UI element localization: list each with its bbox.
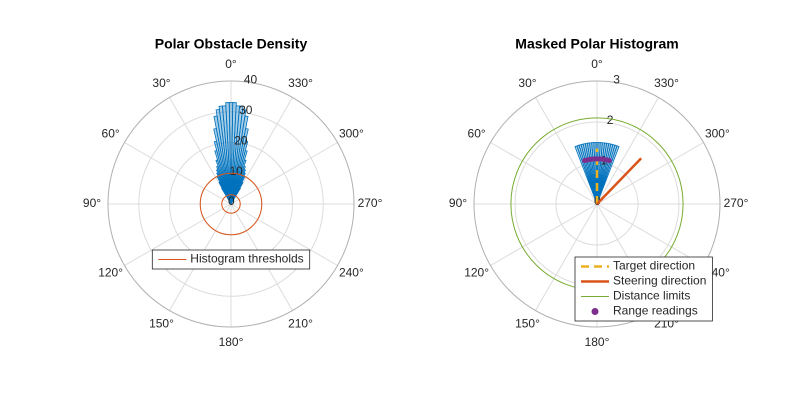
theta-tick-label: 30° <box>152 76 170 90</box>
theta-tick-label: 0° <box>591 57 603 71</box>
theta-tick-label: 300° <box>339 127 364 141</box>
theta-tick-label: 90° <box>83 196 101 210</box>
theta-tick-label: 210° <box>288 317 313 331</box>
threshold-circle <box>221 194 241 214</box>
theta-grid-line <box>490 142 598 205</box>
direction-line <box>596 157 643 205</box>
theta-tick-label: 120° <box>464 266 489 280</box>
theta-tick-label: 150° <box>515 317 540 331</box>
theta-tick-label: 330° <box>654 76 679 90</box>
theta-tick-label: 30° <box>518 76 536 90</box>
histogram-wedge <box>574 145 598 205</box>
range-reading <box>582 158 588 164</box>
r-tick-label: 3 <box>613 73 620 87</box>
theta-tick-label: 90° <box>449 196 467 210</box>
theta-grid-line <box>596 142 704 205</box>
legend-label: Range readings <box>613 304 698 318</box>
theta-tick-label: 300° <box>705 127 730 141</box>
theta-tick-label: 240° <box>339 266 364 280</box>
theta-grid-line <box>596 203 704 266</box>
r-tick-label: 10 <box>229 164 243 178</box>
legend-label: Distance limits <box>613 289 690 303</box>
r-tick-label: 40 <box>244 73 258 87</box>
legend-swatch <box>591 308 599 315</box>
r-grid-circle <box>473 80 721 328</box>
legend-label: Histogram thresholds <box>190 252 303 266</box>
theta-tick-label: 120° <box>98 266 123 280</box>
theta-grid-line <box>535 203 598 311</box>
chart-title: Masked Polar Histogram <box>515 36 678 52</box>
theta-grid-line <box>535 97 598 205</box>
legend-label: Target direction <box>613 259 695 273</box>
theta-tick-label: 0° <box>225 57 237 71</box>
theta-tick-label: 270° <box>358 196 383 210</box>
r-grid-circle <box>138 111 324 297</box>
threshold-circle <box>199 172 263 236</box>
chart-title: Polar Obstacle Density <box>155 36 308 52</box>
legend-label: Steering direction <box>613 274 706 288</box>
legend-box <box>151 249 311 270</box>
theta-tick-label: 330° <box>288 76 313 90</box>
r-tick-label: 2 <box>607 113 614 127</box>
plot-area <box>213 102 249 205</box>
r-grid-circle <box>107 80 355 328</box>
theta-tick-label: 60° <box>468 127 486 141</box>
theta-tick-label: 180° <box>585 335 610 349</box>
legend: Histogram thresholds <box>151 249 311 270</box>
theta-tick-label: 150° <box>149 317 174 331</box>
r-tick-label: 30 <box>239 103 253 117</box>
theta-grid-line <box>490 203 598 266</box>
theta-tick-label: 60° <box>102 127 120 141</box>
theta-tick-label: 180° <box>219 335 244 349</box>
r-tick-label: 0 <box>228 194 235 208</box>
theta-grid-line <box>596 97 659 205</box>
r-tick-label: 20 <box>234 133 248 147</box>
theta-tick-label: 270° <box>724 196 749 210</box>
